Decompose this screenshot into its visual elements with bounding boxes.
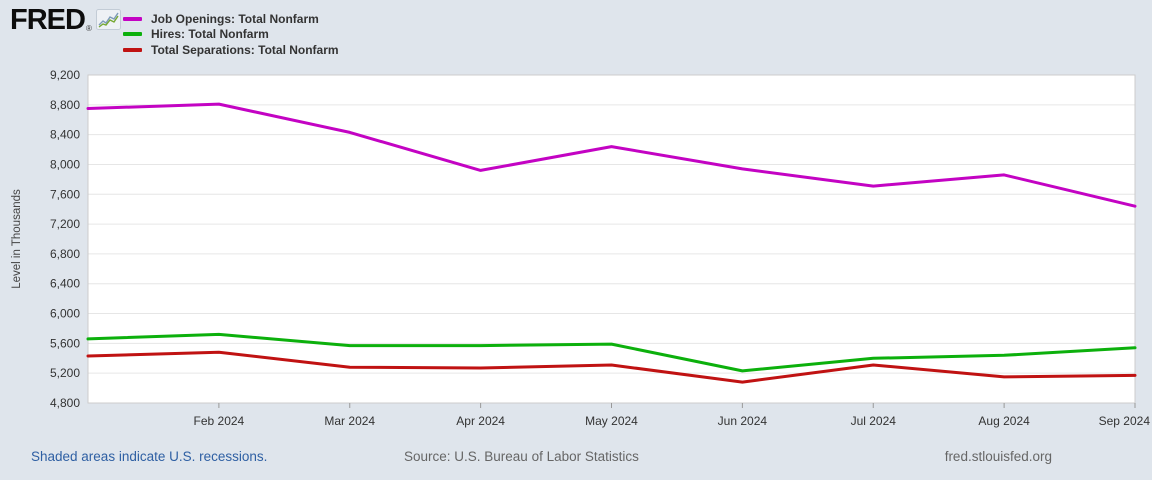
y-tick-label: 6,800 bbox=[50, 247, 80, 261]
y-axis-title: Level in Thousands bbox=[11, 189, 23, 289]
legend-item: Total Separations: Total Nonfarm bbox=[123, 42, 339, 58]
legend-item: Job Openings: Total Nonfarm bbox=[123, 11, 339, 27]
legend-swatch bbox=[123, 47, 142, 52]
series-line-total-separations-total-nonfarm bbox=[86, 350, 1137, 384]
y-tick-label: 6,400 bbox=[50, 277, 80, 291]
y-tick-label: 7,200 bbox=[50, 217, 80, 231]
recessions-note-link[interactable]: Shaded areas indicate U.S. recessions. bbox=[31, 449, 268, 464]
legend-label-link[interactable]: Total Separations: Total Nonfarm bbox=[151, 42, 339, 57]
y-tick-label: 8,400 bbox=[50, 128, 80, 142]
x-tick-label: Sep 2024 bbox=[1099, 414, 1151, 428]
x-tick-label: Jul 2024 bbox=[851, 414, 897, 428]
x-tick-label: Feb 2024 bbox=[194, 414, 245, 428]
x-tick-label: Mar 2024 bbox=[324, 414, 375, 428]
plot-area bbox=[88, 75, 1135, 403]
y-tick-label: 7,600 bbox=[50, 187, 80, 201]
registered-mark: ® bbox=[85, 24, 92, 33]
legend-item: Hires: Total Nonfarm bbox=[123, 27, 339, 43]
x-tick-label: Apr 2024 bbox=[456, 414, 505, 428]
fred-site-link[interactable]: fred.stlouisfed.org bbox=[944, 449, 1052, 464]
sparkline-icon bbox=[95, 9, 121, 35]
x-tick-label: Aug 2024 bbox=[978, 414, 1030, 428]
legend-swatch bbox=[123, 32, 142, 37]
x-tick-label: May 2024 bbox=[585, 414, 638, 428]
chart-legend: Job Openings: Total Nonfarm Hires: Total … bbox=[123, 11, 339, 58]
legend-label-link[interactable]: Hires: Total Nonfarm bbox=[151, 27, 269, 42]
y-tick-label: 5,600 bbox=[50, 336, 80, 350]
y-tick-label: 8,800 bbox=[50, 98, 80, 112]
y-tick-label: 6,000 bbox=[50, 307, 80, 321]
legend-label-link[interactable]: Job Openings: Total Nonfarm bbox=[151, 11, 319, 26]
y-tick-label: 9,200 bbox=[50, 68, 80, 82]
legend-swatch bbox=[123, 16, 142, 21]
source-text: Source: U.S. Bureau of Labor Statistics bbox=[404, 449, 639, 464]
series-line-job-openings-total-nonfarm bbox=[86, 102, 1137, 208]
fred-logo-text: FRED bbox=[10, 4, 86, 36]
y-tick-label: 4,800 bbox=[50, 396, 80, 410]
chart-header: FRED ® Job Openings: Total Nonfarm Hires:… bbox=[0, 0, 1152, 62]
y-tick-label: 8,000 bbox=[50, 157, 80, 171]
series-line-hires-total-nonfarm bbox=[86, 332, 1137, 373]
fred-logo[interactable]: FRED ® bbox=[10, 6, 121, 35]
y-tick-label: 5,200 bbox=[50, 366, 80, 380]
x-tick-label: Jun 2024 bbox=[718, 414, 768, 428]
chart-footer: Shaded areas indicate U.S. recessions. S… bbox=[0, 446, 1152, 470]
